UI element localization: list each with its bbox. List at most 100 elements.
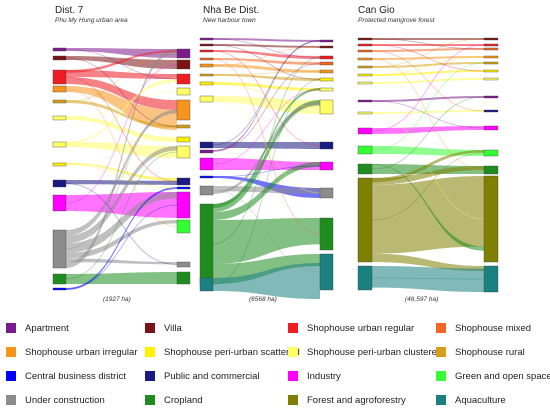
legend-swatch bbox=[436, 323, 446, 333]
node-target bbox=[176, 124, 191, 129]
flow-thread bbox=[212, 83, 321, 108]
flow-thread bbox=[212, 44, 321, 80]
legend-swatch bbox=[145, 323, 155, 333]
node-target bbox=[319, 61, 334, 66]
legend-swatch bbox=[436, 395, 446, 405]
node-target bbox=[319, 161, 334, 171]
node-source bbox=[357, 111, 373, 115]
node-target bbox=[483, 125, 499, 131]
node-target bbox=[483, 43, 499, 47]
legend-swatch bbox=[145, 395, 155, 405]
node-target bbox=[483, 61, 499, 65]
node-source bbox=[357, 99, 373, 103]
flow-thread bbox=[371, 58, 485, 171]
legend-swatch bbox=[145, 371, 155, 381]
legend-swatch bbox=[6, 395, 16, 405]
legend-item-central-business-district: Central business district bbox=[6, 369, 126, 383]
node-source bbox=[52, 179, 67, 188]
node-target bbox=[176, 219, 191, 234]
node-source bbox=[199, 203, 214, 285]
node-target bbox=[176, 261, 191, 268]
flow-thread bbox=[65, 91, 178, 119]
flow-band bbox=[372, 96, 484, 102]
flow-band bbox=[213, 40, 320, 152]
flow-band bbox=[66, 192, 177, 253]
flow-thread bbox=[65, 151, 178, 280]
node-source bbox=[199, 175, 214, 179]
node-target bbox=[483, 77, 499, 81]
flow-thread bbox=[65, 64, 178, 204]
flow-thread bbox=[65, 183, 178, 265]
flow-thread bbox=[371, 50, 485, 112]
flow-thread bbox=[212, 190, 321, 273]
flow-thread bbox=[212, 98, 321, 194]
legend-label: Aquaculture bbox=[455, 394, 506, 406]
flow-band bbox=[213, 50, 320, 59]
legend-label: Cropland bbox=[164, 394, 203, 406]
node-source bbox=[52, 273, 67, 285]
legend-label: Shophouse urban regular bbox=[307, 322, 415, 334]
node-source bbox=[357, 57, 373, 61]
legend-label: Central business district bbox=[25, 370, 126, 382]
node-target bbox=[319, 253, 334, 291]
flow-band bbox=[66, 116, 177, 142]
flow-band bbox=[66, 180, 177, 185]
node-target bbox=[483, 165, 499, 175]
flow-band bbox=[66, 50, 177, 73]
flow-thread bbox=[371, 277, 485, 280]
panel-title-nhabe: Nha Be Dist. bbox=[203, 5, 260, 16]
node-source bbox=[199, 49, 214, 53]
legend-item-villa: Villa bbox=[145, 321, 182, 335]
legend-label: Green and open space bbox=[455, 370, 550, 382]
flow-band bbox=[372, 176, 484, 254]
node-target bbox=[319, 141, 334, 150]
node-source bbox=[52, 194, 67, 212]
legend-swatch bbox=[288, 347, 298, 357]
node-target bbox=[483, 55, 499, 59]
sankey-diagram bbox=[52, 37, 499, 299]
legend-swatch bbox=[288, 323, 298, 333]
panel-title-dist7: Dist. 7 bbox=[55, 5, 84, 16]
flow-band bbox=[372, 78, 484, 84]
flow-band bbox=[213, 263, 320, 299]
panel-area-nhabe: (6568 ha) bbox=[249, 296, 277, 303]
flow-band bbox=[372, 164, 484, 251]
legend-item-green-and-open-space: Green and open space bbox=[436, 369, 550, 383]
flow-band bbox=[66, 142, 177, 158]
flow-thread bbox=[371, 112, 485, 220]
flow-band bbox=[66, 49, 177, 268]
node-source bbox=[357, 145, 373, 155]
flow-band bbox=[66, 70, 177, 79]
node-target bbox=[319, 39, 334, 43]
flow-band bbox=[213, 162, 320, 220]
flow-thread bbox=[212, 50, 321, 146]
flow-band bbox=[213, 74, 320, 81]
flow-band bbox=[213, 218, 320, 264]
node-source bbox=[199, 81, 214, 86]
legend-item-shophouse-peri-urban-clustered: Shophouse peri-urban clustered bbox=[288, 345, 442, 359]
node-target bbox=[319, 99, 334, 115]
flow-thread bbox=[371, 62, 485, 151]
panel-title-cangio: Can Gio bbox=[358, 5, 395, 16]
flow-band bbox=[372, 48, 484, 52]
flow-band bbox=[66, 258, 177, 265]
legend-label: Under construction bbox=[25, 394, 105, 406]
node-target bbox=[176, 59, 191, 70]
legend-item-apartment: Apartment bbox=[6, 321, 69, 335]
legend-label: Shophouse rural bbox=[455, 346, 525, 358]
flow-thread bbox=[65, 164, 178, 189]
node-source bbox=[52, 47, 67, 52]
flow-thread bbox=[371, 44, 485, 132]
legend-item-public-and-commercial: Public and commercial bbox=[145, 369, 260, 383]
flow-band bbox=[213, 142, 320, 149]
node-target bbox=[319, 45, 334, 49]
flow-band bbox=[213, 82, 320, 91]
flow-thread bbox=[212, 71, 321, 76]
legend-label: Industry bbox=[307, 370, 341, 382]
node-source bbox=[199, 43, 214, 47]
legend-label: Shophouse urban irregular bbox=[25, 346, 138, 358]
flow-thread bbox=[65, 57, 178, 127]
legend-item-shophouse-rural: Shophouse rural bbox=[436, 345, 525, 359]
legend-swatch bbox=[288, 395, 298, 405]
node-target bbox=[176, 186, 191, 190]
